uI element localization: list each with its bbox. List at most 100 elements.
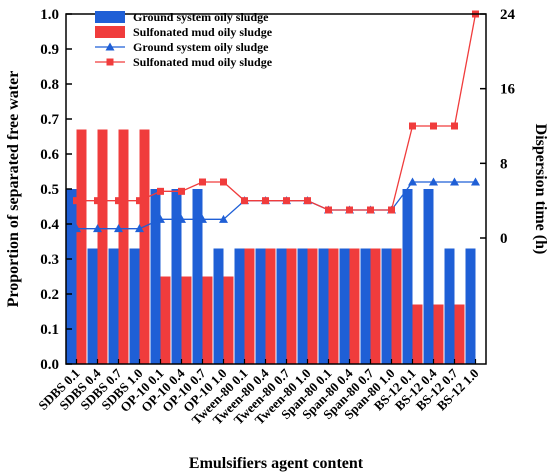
point	[219, 214, 228, 223]
legend-swatch	[95, 11, 125, 23]
y-axis-title: Proportion of separated free water	[5, 71, 22, 308]
point	[367, 206, 374, 214]
y2-tick-label: 8	[500, 156, 508, 172]
y-tick-label: 0.2	[40, 287, 59, 303]
bar	[66, 189, 77, 364]
bar	[370, 248, 381, 364]
bar	[433, 304, 444, 364]
legend-marker	[106, 58, 114, 66]
point	[346, 206, 353, 214]
point	[73, 197, 80, 205]
point	[408, 177, 417, 186]
point	[94, 197, 101, 205]
point	[135, 224, 144, 233]
bar	[412, 304, 423, 364]
legend-item: Sulfonated mud oily sludge	[95, 25, 273, 39]
series-line	[76, 181, 476, 230]
bar	[213, 248, 224, 364]
point	[450, 177, 459, 186]
point	[283, 197, 290, 205]
bar	[118, 129, 129, 364]
bar	[318, 248, 329, 364]
y-tick-label: 1.0	[40, 7, 59, 23]
plot-frame	[65, 13, 487, 365]
bar	[139, 129, 150, 364]
bar	[160, 276, 171, 364]
y-tick-label: 0.1	[40, 322, 59, 338]
bar	[129, 248, 140, 364]
bar	[223, 276, 234, 364]
bar	[465, 248, 476, 364]
bar	[286, 248, 297, 364]
bar	[381, 248, 392, 364]
bar	[202, 276, 213, 364]
y2-tick-label: 16	[500, 82, 516, 98]
y-tick-label: 0.8	[40, 77, 59, 93]
bar	[97, 129, 108, 364]
bar	[454, 304, 465, 364]
left-axis: 0.0 0.1 0.2 0.3 0.4 0.5 0.6 0.7 0.8 0.9 1.0	[40, 7, 72, 373]
y-tick-label: 0.5	[40, 182, 59, 198]
point	[430, 122, 437, 130]
point	[325, 206, 332, 214]
point	[304, 197, 311, 205]
bar	[87, 248, 98, 364]
point	[471, 177, 480, 186]
bar	[234, 248, 245, 364]
point	[157, 187, 164, 195]
bar	[192, 189, 203, 364]
legend-item: Ground system oily sludge	[95, 40, 269, 54]
point	[241, 197, 248, 205]
bar	[265, 248, 276, 364]
point	[178, 187, 185, 195]
y-tick-label: 0.3	[40, 252, 59, 268]
point	[72, 224, 81, 233]
x-axis-title: Emulsifiers agent content	[189, 455, 364, 472]
bar	[444, 248, 455, 364]
y2-tick-label: 24	[500, 7, 516, 23]
bar	[349, 248, 360, 364]
point	[115, 197, 122, 205]
legend-marker	[105, 42, 115, 51]
point	[199, 178, 206, 186]
y-tick-label: 0.7	[40, 112, 59, 128]
point	[93, 224, 102, 233]
legend-label: Ground system oily sludge	[133, 10, 269, 24]
bar	[307, 248, 318, 364]
bar	[255, 248, 266, 364]
legend-swatch	[95, 26, 125, 38]
bar	[244, 248, 255, 364]
legend-item: Ground system oily sludge	[95, 10, 269, 24]
bar	[108, 248, 119, 364]
point	[156, 214, 165, 223]
bar	[171, 189, 182, 364]
legend-label: Sulfonated mud oily sludge	[133, 25, 273, 39]
point	[198, 214, 207, 223]
point	[177, 214, 186, 223]
y-tick-label: 0.4	[40, 217, 59, 233]
bar	[339, 248, 350, 364]
legend-label: Sulfonated mud oily sludge	[133, 55, 273, 69]
y2-tick-label: 0	[500, 231, 508, 247]
bar	[76, 129, 87, 364]
point	[114, 224, 123, 233]
y-tick-label: 0.9	[40, 42, 59, 58]
point	[262, 197, 269, 205]
point	[451, 122, 458, 130]
y2-axis-title: Dispersion time (h)	[532, 124, 549, 255]
bar	[181, 276, 192, 364]
y-tick-label: 0.6	[40, 147, 59, 163]
legend-item: Sulfonated mud oily sludge	[95, 55, 273, 69]
point	[136, 197, 143, 205]
bar	[297, 248, 308, 364]
bar	[360, 248, 371, 364]
point	[429, 177, 438, 186]
bar	[402, 189, 413, 364]
point	[220, 178, 227, 186]
point	[388, 206, 395, 214]
bar	[276, 248, 287, 364]
bar	[150, 189, 161, 364]
